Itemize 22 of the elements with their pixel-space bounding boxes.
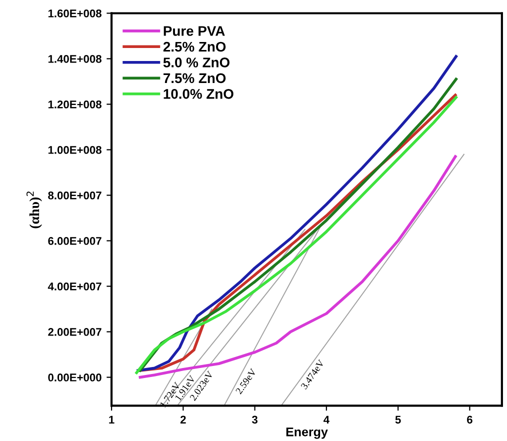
legend-label: Pure PVA — [164, 26, 225, 36]
x-tick-label: 4 — [324, 416, 330, 424]
y-tick-label: 6.00E+007 — [48, 237, 102, 245]
x-tick-label: 3 — [252, 416, 258, 424]
legend-label: 5.0 % ZnO — [163, 58, 230, 68]
y-tick-label: 1.00E+008 — [48, 146, 102, 154]
x-tick-label: 1 — [109, 416, 114, 424]
x-tick-label: 6 — [467, 416, 472, 424]
y-tick-label: 8.00E+007 — [48, 192, 102, 200]
x-tick-label: 2 — [180, 416, 186, 424]
y-tick-label: 1.60E+008 — [48, 9, 102, 18]
x-tick-label: 5 — [395, 416, 401, 424]
y-tick-label: 4.00E+007 — [48, 282, 102, 290]
legend-label: 7.5% ZnO — [164, 73, 226, 84]
y-tick-label: 0.00E+000 — [48, 374, 102, 382]
y-tick-label: 1.20E+008 — [48, 100, 102, 108]
legend-label: 10.0% ZnO — [164, 88, 234, 99]
y-axis-title: (αhυ)$^{2}$ — [26, 192, 42, 228]
y-tick-label: 2.00E+007 — [48, 328, 102, 336]
y-tick-label: 1.40E+008 — [48, 55, 102, 63]
legend-label: 2.5% ZnO — [163, 42, 226, 52]
x-axis-title: Energy — [286, 428, 328, 439]
